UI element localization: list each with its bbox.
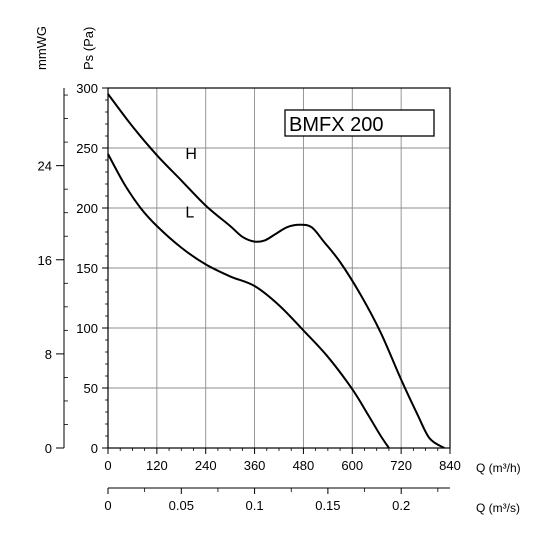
y2-axis-label: mmWG bbox=[34, 26, 49, 70]
x-tick-label: 240 bbox=[195, 458, 217, 473]
series-label-l: L bbox=[185, 205, 194, 222]
y-tick-label: 300 bbox=[76, 81, 98, 96]
x-axis-label: Q (m³/h) bbox=[476, 461, 521, 475]
y-axis-label: Ps (Pa) bbox=[81, 27, 96, 70]
y2-tick-label: 24 bbox=[38, 159, 52, 174]
grid bbox=[107, 87, 451, 449]
x2-tick-label: 0 bbox=[104, 498, 111, 513]
series-line-h bbox=[107, 93, 445, 449]
x-tick-label: 600 bbox=[341, 458, 363, 473]
x2-axis-label: Q (m³/s) bbox=[476, 501, 520, 515]
x2-tick-label: 0.2 bbox=[392, 498, 410, 513]
x-tick-label: 840 bbox=[439, 458, 461, 473]
series-line-l bbox=[107, 153, 390, 449]
series-group: HL bbox=[107, 93, 445, 449]
x-tick-label: 120 bbox=[146, 458, 168, 473]
y-tick-label: 0 bbox=[91, 441, 98, 456]
y-tick-label: 250 bbox=[76, 141, 98, 156]
y2-tick-label: 0 bbox=[45, 441, 52, 456]
series-label-h: H bbox=[185, 146, 197, 163]
y-tick-label: 150 bbox=[76, 261, 98, 276]
y2-tick-label: 8 bbox=[45, 347, 52, 362]
y-tick-label: 200 bbox=[76, 201, 98, 216]
x-tick-label: 0 bbox=[104, 458, 111, 473]
chart-title: BMFX 200 bbox=[289, 114, 383, 136]
title-box: BMFX 200 bbox=[284, 109, 435, 137]
x-tick-label: 360 bbox=[244, 458, 266, 473]
x2-tick-label: 0.15 bbox=[315, 498, 340, 513]
x2-tick-label: 0.05 bbox=[169, 498, 194, 513]
y-tick-label: 100 bbox=[76, 321, 98, 336]
x-tick-label: 480 bbox=[293, 458, 315, 473]
y-tick-label: 50 bbox=[84, 381, 98, 396]
y2-tick-label: 16 bbox=[38, 253, 52, 268]
x2-tick-label: 0.1 bbox=[246, 498, 264, 513]
x-tick-label: 720 bbox=[390, 458, 412, 473]
